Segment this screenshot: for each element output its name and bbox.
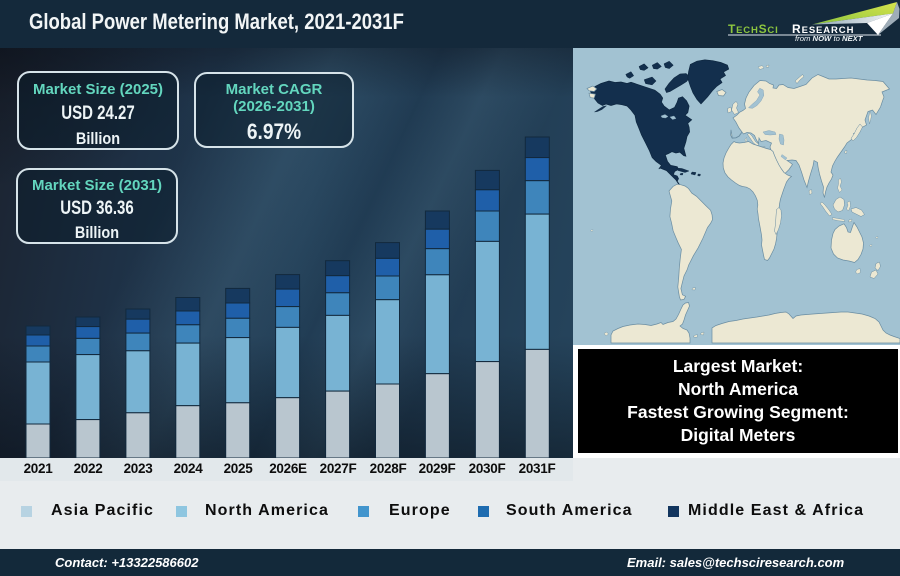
svg-text:from NOW to NEXT: from NOW to NEXT [795,34,864,43]
svg-text:RESEARCH: RESEARCH [792,22,854,36]
svg-text:TECHSCI: TECHSCI [728,22,779,36]
